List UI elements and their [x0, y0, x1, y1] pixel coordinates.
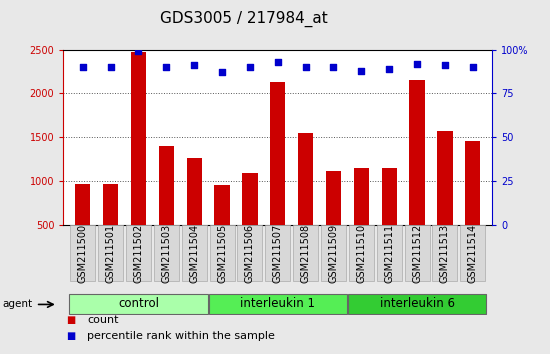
Text: GSM211506: GSM211506: [245, 223, 255, 282]
Point: [357, 68, 366, 73]
Text: count: count: [87, 315, 118, 325]
Text: GDS3005 / 217984_at: GDS3005 / 217984_at: [160, 11, 327, 27]
FancyBboxPatch shape: [69, 294, 207, 314]
FancyBboxPatch shape: [208, 294, 347, 314]
Bar: [242, 173, 257, 269]
FancyBboxPatch shape: [321, 225, 346, 281]
FancyBboxPatch shape: [126, 225, 151, 281]
Text: ■: ■: [66, 315, 75, 325]
Text: GSM211513: GSM211513: [440, 223, 450, 282]
Text: ■: ■: [66, 331, 75, 341]
FancyBboxPatch shape: [182, 225, 207, 281]
Text: GSM211501: GSM211501: [106, 223, 116, 282]
FancyBboxPatch shape: [348, 294, 486, 314]
FancyBboxPatch shape: [377, 225, 402, 281]
FancyBboxPatch shape: [210, 225, 234, 281]
Point: [329, 64, 338, 70]
Bar: [354, 168, 369, 269]
Text: GSM211500: GSM211500: [78, 223, 88, 282]
Bar: [270, 82, 285, 269]
Bar: [103, 184, 118, 269]
Text: GSM211504: GSM211504: [189, 223, 199, 282]
Text: GSM211507: GSM211507: [273, 223, 283, 283]
Point: [412, 61, 421, 67]
FancyBboxPatch shape: [460, 225, 485, 281]
Point: [162, 64, 170, 70]
FancyBboxPatch shape: [98, 225, 123, 281]
Bar: [214, 185, 230, 269]
Bar: [298, 133, 314, 269]
Point: [106, 64, 115, 70]
FancyBboxPatch shape: [293, 225, 318, 281]
Bar: [158, 146, 174, 269]
Point: [190, 63, 199, 68]
Text: GSM211511: GSM211511: [384, 223, 394, 282]
FancyBboxPatch shape: [404, 225, 430, 281]
FancyBboxPatch shape: [349, 225, 374, 281]
Text: interleukin 1: interleukin 1: [240, 297, 315, 310]
Text: percentile rank within the sample: percentile rank within the sample: [87, 331, 275, 341]
Text: GSM211508: GSM211508: [301, 223, 311, 282]
Bar: [465, 141, 480, 269]
Text: GSM211503: GSM211503: [161, 223, 171, 282]
FancyBboxPatch shape: [238, 225, 262, 281]
Bar: [437, 131, 453, 269]
Text: interleukin 6: interleukin 6: [379, 297, 454, 310]
Bar: [131, 52, 146, 269]
Text: GSM211510: GSM211510: [356, 223, 366, 282]
Bar: [326, 171, 341, 269]
FancyBboxPatch shape: [265, 225, 290, 281]
FancyBboxPatch shape: [70, 225, 95, 281]
Point: [469, 64, 477, 70]
Point: [273, 59, 282, 65]
Point: [218, 69, 227, 75]
FancyBboxPatch shape: [154, 225, 179, 281]
Text: control: control: [118, 297, 159, 310]
Point: [245, 64, 254, 70]
Point: [441, 63, 449, 68]
Text: agent: agent: [3, 299, 33, 309]
Point: [385, 66, 394, 72]
Point: [78, 64, 87, 70]
Text: GSM211502: GSM211502: [134, 223, 144, 283]
Text: GSM211512: GSM211512: [412, 223, 422, 283]
Point: [301, 64, 310, 70]
Bar: [409, 80, 425, 269]
Bar: [75, 184, 90, 269]
Bar: [382, 168, 397, 269]
Text: GSM211509: GSM211509: [328, 223, 338, 282]
FancyBboxPatch shape: [432, 225, 458, 281]
Bar: [186, 158, 202, 269]
Text: GSM211505: GSM211505: [217, 223, 227, 283]
Point: [134, 48, 143, 54]
Text: GSM211514: GSM211514: [468, 223, 478, 282]
